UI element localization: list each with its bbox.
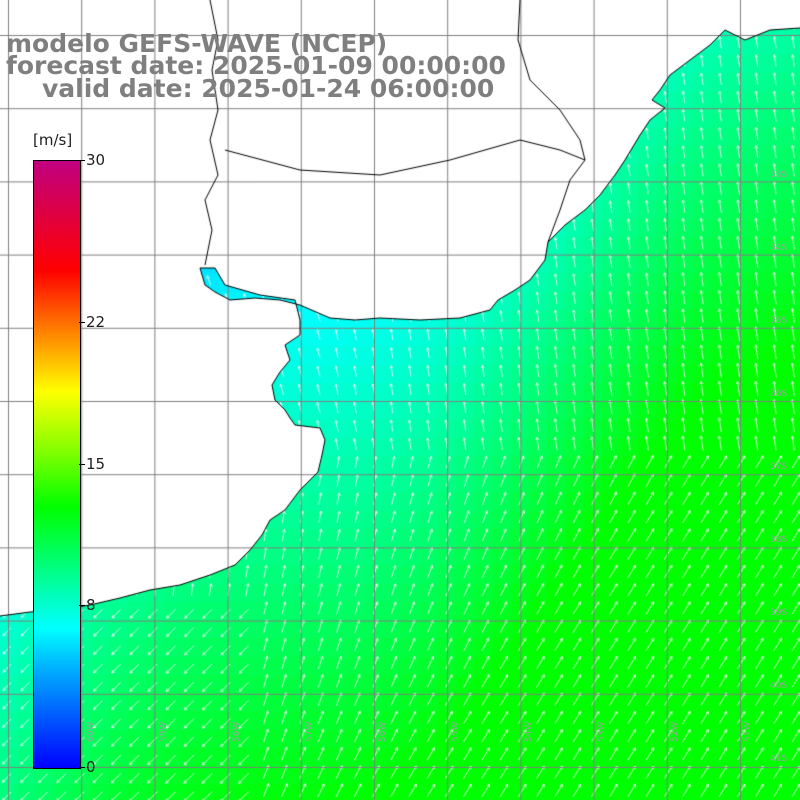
colorbar-tick xyxy=(79,160,85,161)
colorbar-tick-label: 15 xyxy=(86,454,106,473)
longitude-label: 58W xyxy=(232,721,242,742)
longitude-label: 57W xyxy=(305,721,315,742)
latitude-label: 36S xyxy=(770,389,788,399)
colorbar-tick xyxy=(79,321,85,323)
latitude-label: 39S xyxy=(770,608,788,618)
longitude-label: 56W xyxy=(378,721,388,742)
longitude-label: 51W xyxy=(743,721,753,742)
longitude-label: 52W xyxy=(670,721,680,742)
colorbar-tick xyxy=(79,463,85,465)
colorbar-tick-label: 22 xyxy=(86,312,106,331)
latitude-label: 41S xyxy=(770,754,788,764)
latitude-label: 40S xyxy=(770,681,788,691)
colorbar-tick xyxy=(79,605,85,607)
title-model: modelo GEFS-WAVE (NCEP) xyxy=(6,29,388,58)
latitude-label: 38S xyxy=(770,535,788,545)
title-valid-date: valid date: 2025-01-24 06:00:00 xyxy=(42,74,495,103)
colorbar-unit: [m/s] xyxy=(33,131,73,149)
latitude-label: 35S xyxy=(770,316,788,326)
latitude-label: 34S xyxy=(770,243,788,253)
longitude-label: 55W xyxy=(451,721,461,742)
colorbar xyxy=(33,160,81,769)
colorbar-tick-label: 8 xyxy=(86,596,96,615)
latitude-label: 37S xyxy=(770,462,788,472)
colorbar-tick-label: 0 xyxy=(86,758,96,776)
longitude-label: 60W xyxy=(86,721,96,742)
title-forecast-date: forecast date: 2025-01-09 00:00:00 xyxy=(6,51,506,80)
colorbar-tick xyxy=(79,767,85,768)
latitude-label: 33S xyxy=(770,170,788,180)
colorbar-tick-label: 30 xyxy=(86,151,106,169)
longitude-label: 53W xyxy=(597,721,607,742)
longitude-label: 54W xyxy=(524,721,534,742)
longitude-label: 59W xyxy=(159,721,169,742)
